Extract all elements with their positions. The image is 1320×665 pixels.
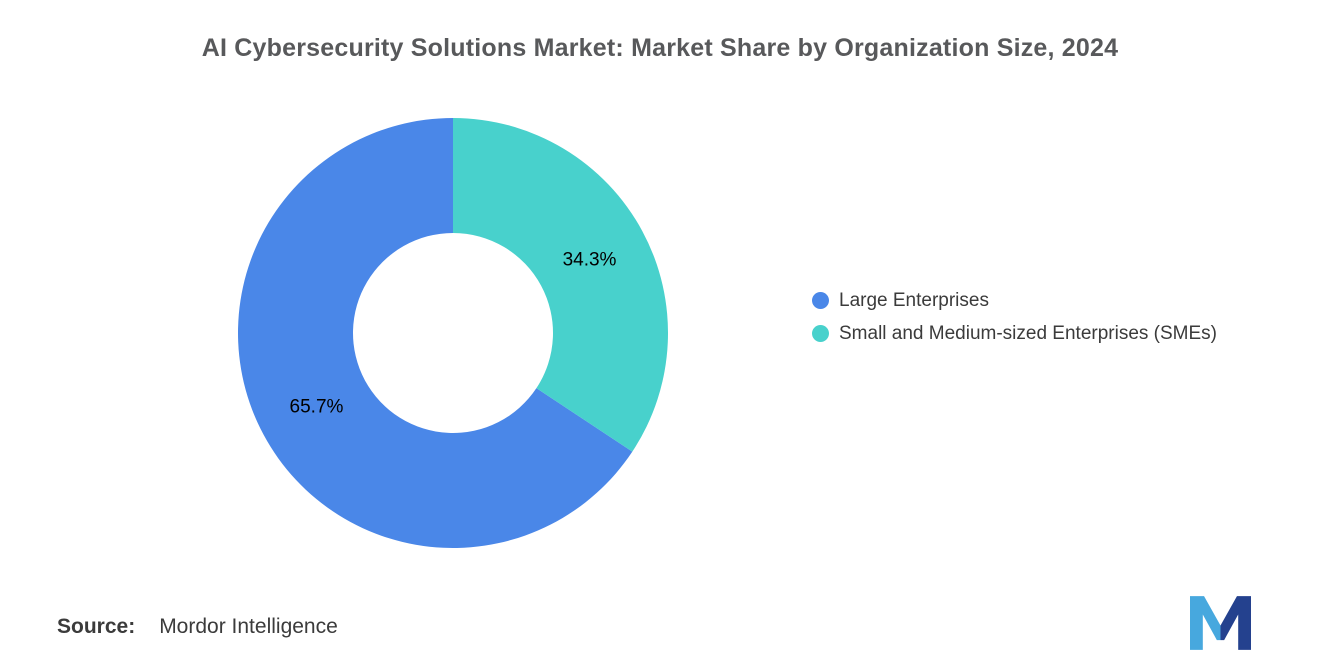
legend: Large Enterprises Small and Medium-sized… xyxy=(812,284,1217,350)
mordor-logo-m-shape xyxy=(1190,596,1251,650)
legend-marker-large-enterprises xyxy=(812,292,829,309)
source-label: Source: xyxy=(57,615,136,638)
legend-item-large-enterprises: Large Enterprises xyxy=(812,284,1217,317)
source-value: Mordor Intelligence xyxy=(159,615,338,638)
legend-marker-smes xyxy=(812,325,829,342)
legend-label-smes: Small and Medium-sized Enterprises (SMEs… xyxy=(839,322,1218,344)
donut-slice-0 xyxy=(237,118,633,548)
source-line: Source: Mordor Intelligence xyxy=(57,615,338,639)
donut-slice-1 xyxy=(453,118,668,452)
donut-chart-area: 65.7% 34.3% xyxy=(237,118,668,548)
slice-label-1: 34.3% xyxy=(563,250,617,271)
legend-item-smes: Small and Medium-sized Enterprises (SMEs… xyxy=(812,317,1217,350)
slice-label-0: 65.7% xyxy=(290,396,344,417)
mordor-intelligence-logo xyxy=(1190,596,1251,650)
donut-chart: 65.7% 34.3% xyxy=(237,118,668,548)
chart-title: AI Cybersecurity Solutions Market: Marke… xyxy=(201,34,1119,62)
legend-label-large-enterprises: Large Enterprises xyxy=(839,289,989,311)
